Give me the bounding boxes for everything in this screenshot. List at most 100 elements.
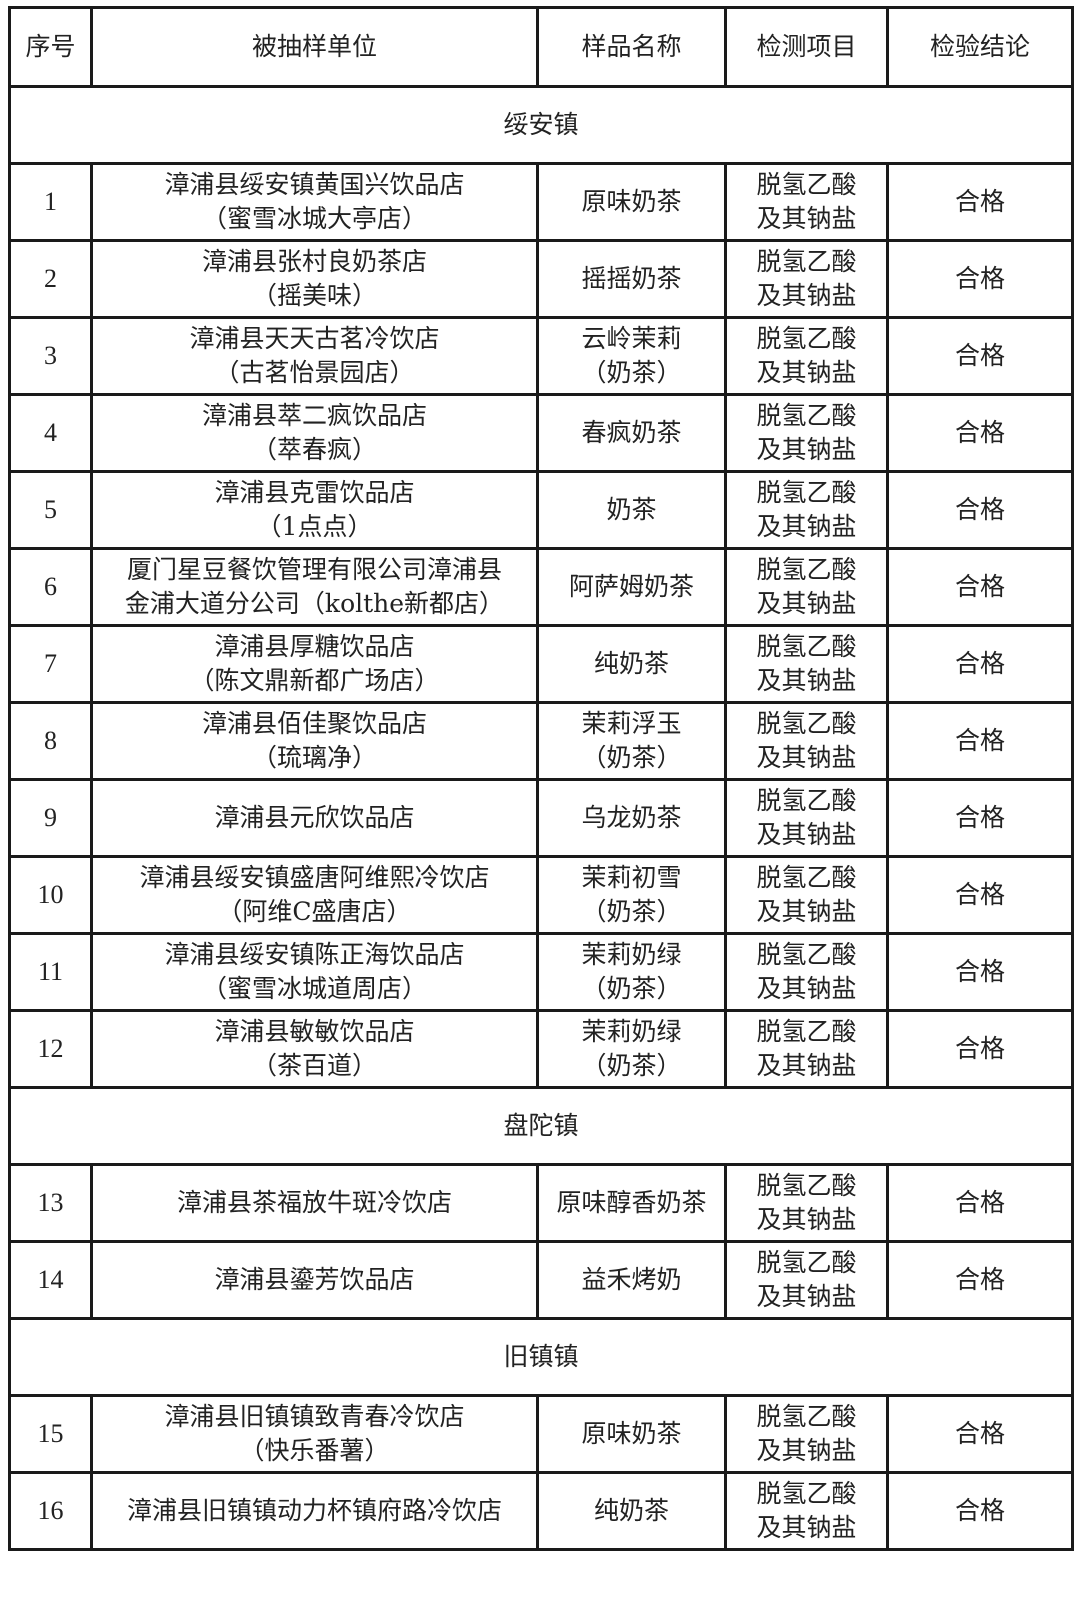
header-unit: 被抽样单位 xyxy=(90,6,539,88)
test-item-line: 脱氢乙酸 xyxy=(756,786,857,815)
header-sample: 样品名称 xyxy=(536,6,727,88)
sampled-unit: 厦门星豆餐饮管理有限公司漳浦县 金浦大道分公司（kolthe新都店） xyxy=(90,547,539,627)
test-result: 合格 xyxy=(886,855,1074,935)
sample-name-line: 云岭茉莉 xyxy=(581,324,682,353)
sample-name-line: （奶茶） xyxy=(581,358,682,387)
sample-name: 原味醇香奶茶 xyxy=(536,1163,727,1243)
table-row: 12 漳浦县敏敏饮品店 （茶百道） 茉莉奶绿 （奶茶） 脱氢乙酸 及其钠盐 合格 xyxy=(8,1009,1074,1089)
row-number: 15 xyxy=(8,1394,93,1474)
row-number: 8 xyxy=(8,701,93,781)
test-item: 脱氢乙酸 及其钠盐 xyxy=(724,1009,889,1089)
test-item: 脱氢乙酸 及其钠盐 xyxy=(724,393,889,473)
test-item-line: 及其钠盐 xyxy=(756,358,857,387)
section-row: 旧镇镇 xyxy=(8,1317,1074,1397)
test-result: 合格 xyxy=(886,778,1074,858)
test-result: 合格 xyxy=(886,1009,1074,1089)
test-item-line: 脱氢乙酸 xyxy=(756,324,857,353)
test-item: 脱氢乙酸 及其钠盐 xyxy=(724,316,889,396)
test-item-line: 及其钠盐 xyxy=(756,897,857,926)
sample-name: 云岭茉莉 （奶茶） xyxy=(536,316,727,396)
row-number: 9 xyxy=(8,778,93,858)
sampled-unit: 漳浦县绥安镇黄国兴饮品店 （蜜雪冰城大亭店） xyxy=(90,162,539,242)
test-result: 合格 xyxy=(886,932,1074,1012)
test-item-line: 脱氢乙酸 xyxy=(756,1171,857,1200)
sample-name-line: （奶茶） xyxy=(581,1051,682,1080)
test-item: 脱氢乙酸 及其钠盐 xyxy=(724,1471,889,1551)
sample-name: 奶茶 xyxy=(536,470,727,550)
row-number: 4 xyxy=(8,393,93,473)
sample-name: 阿萨姆奶茶 xyxy=(536,547,727,627)
test-result: 合格 xyxy=(886,701,1074,781)
sampled-unit-line: （蜜雪冰城道周店） xyxy=(201,974,427,1003)
header-row: 序号 被抽样单位 样品名称 检测项目 检验结论 xyxy=(8,6,1074,88)
sampled-unit: 漳浦县敏敏饮品店 （茶百道） xyxy=(90,1009,539,1089)
sample-name-line: 原味奶茶 xyxy=(581,187,682,216)
table-row: 4 漳浦县萃二疯饮品店 （萃春疯） 春疯奶茶 脱氢乙酸 及其钠盐 合格 xyxy=(8,393,1074,473)
sampled-unit-line: （蜜雪冰城大亭店） xyxy=(201,204,427,233)
section-title: 盘陀镇 xyxy=(8,1086,1074,1166)
sampled-unit-line: （萃春疯） xyxy=(251,435,377,464)
sample-name-line: （奶茶） xyxy=(581,897,682,926)
test-item-line: 及其钠盐 xyxy=(756,743,857,772)
sampled-unit-line: 漳浦县茶福放牛斑冷饮店 xyxy=(176,1188,452,1217)
sampled-unit-line: 厦门星豆餐饮管理有限公司漳浦县 xyxy=(126,555,502,584)
sample-name: 乌龙奶茶 xyxy=(536,778,727,858)
test-item: 脱氢乙酸 及其钠盐 xyxy=(724,239,889,319)
test-item-line: 脱氢乙酸 xyxy=(756,1402,857,1431)
test-result: 合格 xyxy=(886,162,1074,242)
row-number: 5 xyxy=(8,470,93,550)
sample-name-line: 茉莉初雪 xyxy=(581,863,682,892)
row-number: 3 xyxy=(8,316,93,396)
sampled-unit-line: （阿维C盛唐店） xyxy=(217,897,412,926)
sample-name-line: 原味醇香奶茶 xyxy=(556,1188,707,1217)
test-item-line: 脱氢乙酸 xyxy=(756,1248,857,1277)
sampled-unit-line: （陈文鼎新都广场店） xyxy=(189,666,440,695)
test-item-line: 及其钠盐 xyxy=(756,1513,857,1542)
sample-name-line: （奶茶） xyxy=(581,743,682,772)
row-number: 13 xyxy=(8,1163,93,1243)
sample-name: 益禾烤奶 xyxy=(536,1240,727,1320)
sampled-unit-line: 漳浦县克雷饮品店 xyxy=(214,478,415,507)
test-result: 合格 xyxy=(886,1163,1074,1243)
sampled-unit: 漳浦县绥安镇盛唐阿维熙冷饮店 （阿维C盛唐店） xyxy=(90,855,539,935)
sample-name-line: 纯奶茶 xyxy=(593,649,669,678)
header-item: 检测项目 xyxy=(724,6,889,88)
sample-name: 茉莉初雪 （奶茶） xyxy=(536,855,727,935)
test-item-line: 脱氢乙酸 xyxy=(756,247,857,276)
sample-name: 春疯奶茶 xyxy=(536,393,727,473)
sample-name: 茉莉奶绿 （奶茶） xyxy=(536,932,727,1012)
test-item: 脱氢乙酸 及其钠盐 xyxy=(724,701,889,781)
sampled-unit-line: 漳浦县敏敏饮品店 xyxy=(214,1017,415,1046)
sample-name-line: 乌龙奶茶 xyxy=(581,803,682,832)
test-item: 脱氢乙酸 及其钠盐 xyxy=(724,1394,889,1474)
sampled-unit-line: （茶百道） xyxy=(251,1051,377,1080)
table-row: 7 漳浦县厚糖饮品店 （陈文鼎新都广场店） 纯奶茶 脱氢乙酸 及其钠盐 合格 xyxy=(8,624,1074,704)
table-row: 8 漳浦县佰佳聚饮品店 （琉璃净） 茉莉浮玉 （奶茶） 脱氢乙酸 及其钠盐 合格 xyxy=(8,701,1074,781)
test-item-line: 及其钠盐 xyxy=(756,512,857,541)
test-result: 合格 xyxy=(886,624,1074,704)
section-title: 绥安镇 xyxy=(8,85,1074,165)
row-number: 2 xyxy=(8,239,93,319)
test-item-line: 及其钠盐 xyxy=(756,820,857,849)
sampled-unit-line: 漳浦县厚糖饮品店 xyxy=(214,632,415,661)
test-item-line: 脱氢乙酸 xyxy=(756,709,857,738)
sampled-unit-line: 漳浦县萃二疯饮品店 xyxy=(201,401,427,430)
test-item-line: 及其钠盐 xyxy=(756,1205,857,1234)
test-item-line: 脱氢乙酸 xyxy=(756,632,857,661)
table-row: 2 漳浦县张村良奶茶店 （摇美味） 摇摇奶茶 脱氢乙酸 及其钠盐 合格 xyxy=(8,239,1074,319)
row-number: 14 xyxy=(8,1240,93,1320)
sampled-unit-line: 金浦大道分公司（kolthe新都店） xyxy=(124,589,505,618)
test-item-line: 脱氢乙酸 xyxy=(756,940,857,969)
table-row: 1 漳浦县绥安镇黄国兴饮品店 （蜜雪冰城大亭店） 原味奶茶 脱氢乙酸 及其钠盐 合格 xyxy=(8,162,1074,242)
table-row: 3 漳浦县天天古茗冷饮店 （古茗怡景园店） 云岭茉莉 （奶茶） 脱氢乙酸 及其钠盐 合格 xyxy=(8,316,1074,396)
table-row: 16 漳浦县旧镇镇动力杯镇府路冷饮店 纯奶茶 脱氢乙酸 及其钠盐 合格 xyxy=(8,1471,1074,1551)
test-item-line: 脱氢乙酸 xyxy=(756,863,857,892)
sampled-unit: 漳浦县绥安镇陈正海饮品店 （蜜雪冰城道周店） xyxy=(90,932,539,1012)
test-item-line: 脱氢乙酸 xyxy=(756,555,857,584)
sample-name: 摇摇奶茶 xyxy=(536,239,727,319)
test-item-line: 及其钠盐 xyxy=(756,204,857,233)
sampled-unit: 漳浦县张村良奶茶店 （摇美味） xyxy=(90,239,539,319)
test-result: 合格 xyxy=(886,316,1074,396)
row-number: 16 xyxy=(8,1471,93,1551)
test-item: 脱氢乙酸 及其钠盐 xyxy=(724,470,889,550)
